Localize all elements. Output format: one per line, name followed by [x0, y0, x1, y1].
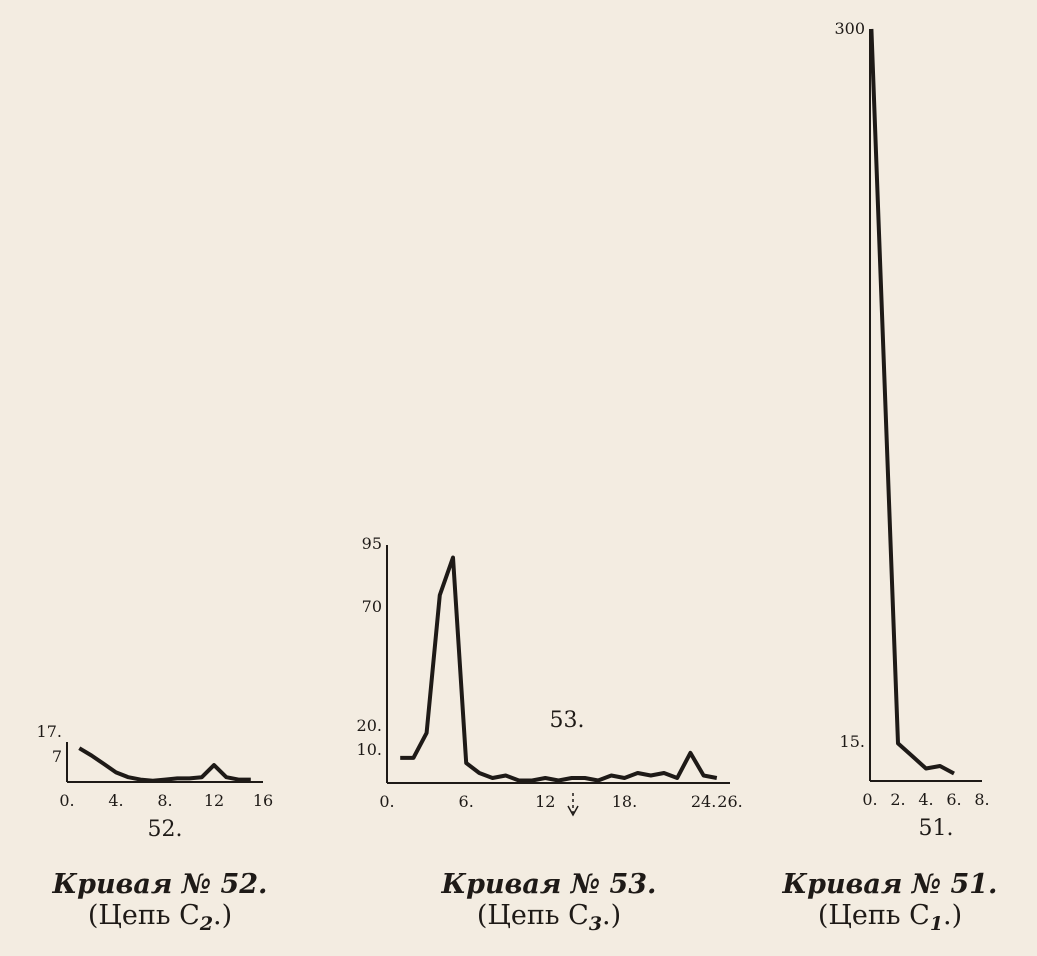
x-tick-label: 4.	[918, 790, 933, 809]
y-tick-label: 15.	[840, 732, 865, 751]
figure-number: 53.	[550, 708, 585, 733]
x-tick-label: 0.	[862, 790, 877, 809]
y-tick-label: 20.	[357, 716, 382, 735]
x-tick-label: 0.	[379, 792, 394, 811]
x-tick-label: 2.	[890, 790, 905, 809]
x-tick-label: 24.	[691, 792, 716, 811]
y-tick-label: 7	[52, 747, 62, 766]
caption-title: Кривая № 52.	[52, 869, 268, 900]
x-tick-label: 6.	[459, 792, 474, 811]
caption-chain-end: .)	[943, 900, 962, 931]
caption-chain-end: .)	[213, 900, 232, 931]
x-tick-label: 12	[204, 791, 224, 810]
chart-0: 0. 4. 8. 12 16 17. 7 52. Кривая № 52.(Цепь C2.)	[37, 722, 274, 935]
caption-chain-subscript: 1	[930, 913, 943, 935]
figure-number: 51.	[919, 816, 954, 841]
chart-2: 0. 2. 4. 6. 8. 300 15. 51. Кривая № 51.(Цепь C1.…	[782, 19, 998, 935]
caption-chain-end: .)	[602, 900, 621, 931]
caption-chain: (Цепь C1.)	[818, 900, 962, 935]
x-tick-label: 4.	[108, 791, 123, 810]
caption-chain-text: (Цепь C	[818, 900, 930, 931]
caption-chain-subscript: 2	[199, 913, 213, 935]
caption-chain-subscript: 3	[589, 913, 602, 935]
caption-title: Кривая № 51.	[782, 869, 998, 900]
y-tick-label: 70	[362, 597, 382, 616]
x-tick-label: 16	[253, 791, 273, 810]
data-series-line	[78, 746, 251, 783]
caption-chain: (Цепь C3.)	[477, 900, 621, 935]
x-tick-label: 0.	[59, 791, 74, 810]
y-tick-label: 17.	[37, 722, 62, 741]
x-tick-label: 12	[535, 792, 555, 811]
y-tick-label: 300	[834, 19, 865, 38]
y-tick-label: 95	[362, 534, 382, 553]
caption-chain-text: (Цепь C	[88, 900, 200, 931]
data-series-line	[869, 28, 955, 776]
caption-title: Кривая № 53.	[441, 869, 657, 900]
chart-1: 0. 6. 12 18. 24. 26. 95 70 20. 10. 53. Кривая № 53.…	[357, 534, 743, 935]
x-tick-label: 8.	[974, 790, 989, 809]
y-tick-label: 10.	[357, 740, 382, 759]
data-series-line	[400, 555, 718, 783]
x-tick-label: 6.	[946, 790, 961, 809]
caption-chain-text: (Цепь C	[477, 900, 589, 931]
caption-chain: (Цепь C2.)	[88, 900, 232, 935]
dashed-arrow-marker	[567, 793, 579, 817]
x-tick-label: 8.	[157, 791, 172, 810]
figure-number: 52.	[148, 817, 183, 842]
x-tick-label: 26.	[717, 792, 742, 811]
x-tick-label: 18.	[612, 792, 637, 811]
